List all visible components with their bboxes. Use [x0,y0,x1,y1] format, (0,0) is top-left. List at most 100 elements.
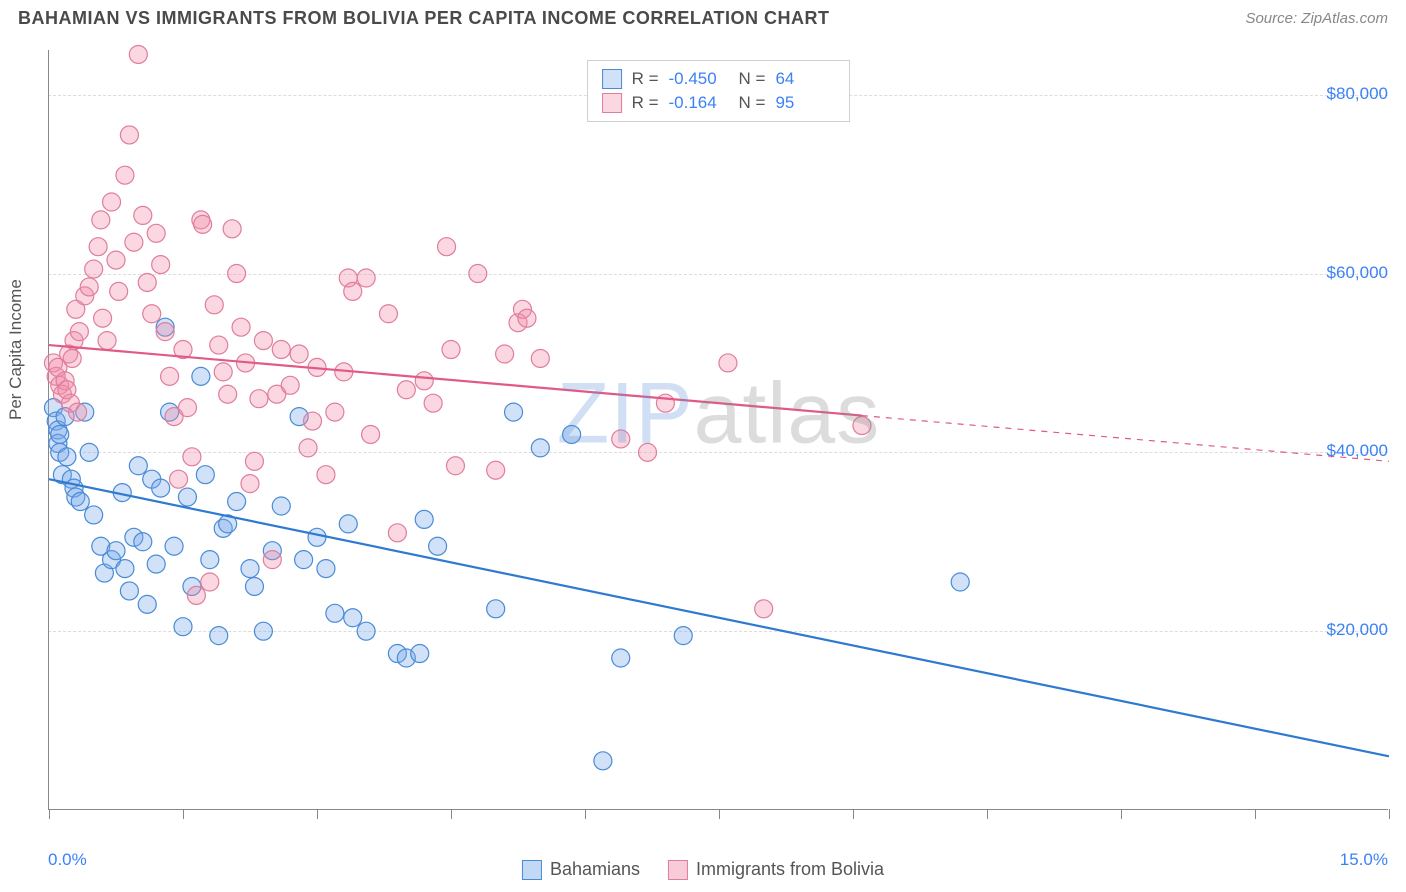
data-point [281,376,299,394]
x-tick [49,809,50,819]
chart-title: BAHAMIAN VS IMMIGRANTS FROM BOLIVIA PER … [18,8,829,29]
data-point [152,256,170,274]
data-point [228,493,246,511]
legend-swatch [522,860,542,880]
scatter-svg [49,50,1388,809]
r-label: R = [632,93,659,113]
x-tick [317,809,318,819]
data-point [210,336,228,354]
data-point [254,622,272,640]
data-point [63,349,81,367]
data-point [344,609,362,627]
x-tick [451,809,452,819]
data-point [304,412,322,430]
x-tick [853,809,854,819]
legend-label: Immigrants from Bolivia [696,859,884,880]
data-point [429,537,447,555]
data-point [357,269,375,287]
data-point [339,515,357,533]
data-point [210,627,228,645]
data-point [71,493,89,511]
data-point [201,551,219,569]
x-axis-max-label: 15.0% [1340,850,1388,870]
data-point [232,318,250,336]
data-point [138,273,156,291]
data-point [438,238,456,256]
data-point [272,341,290,359]
data-point [174,618,192,636]
data-point [103,193,121,211]
legend-swatch [602,93,622,113]
y-axis-label: Per Capita Income [6,279,26,420]
n-label: N = [739,93,766,113]
data-point [424,394,442,412]
data-point [612,430,630,448]
data-point [143,305,161,323]
data-point [85,506,103,524]
data-point [80,278,98,296]
data-point [205,296,223,314]
series-legend: Bahamians Immigrants from Bolivia [522,859,884,880]
data-point [379,305,397,323]
data-point [107,542,125,560]
legend-item: Immigrants from Bolivia [668,859,884,880]
data-point [317,560,335,578]
data-point [228,265,246,283]
data-point [594,752,612,770]
data-point [183,448,201,466]
data-point [415,372,433,390]
source-label: Source: ZipAtlas.com [1245,10,1388,27]
x-axis-min-label: 0.0% [48,850,87,870]
data-point [223,220,241,238]
n-label: N = [739,69,766,89]
n-value: 64 [775,69,835,89]
n-value: 95 [775,93,835,113]
data-point [317,466,335,484]
data-point [245,452,263,470]
data-point [531,349,549,367]
data-point [442,341,460,359]
data-point [487,461,505,479]
legend-swatch [668,860,688,880]
data-point [496,345,514,363]
data-point [397,381,415,399]
r-value: -0.164 [669,93,729,113]
data-point [201,573,219,591]
data-point [51,425,69,443]
data-point [357,622,375,640]
data-point [531,439,549,457]
x-tick [1389,809,1390,819]
data-point [178,399,196,417]
data-point [299,439,317,457]
legend-item: Bahamians [522,859,640,880]
data-point [94,309,112,327]
data-point [326,403,344,421]
data-point [161,367,179,385]
data-point [951,573,969,591]
data-point [214,363,232,381]
legend-label: Bahamians [550,859,640,880]
data-point [196,466,214,484]
trend-line-extrapolated [862,416,1389,462]
data-point [120,582,138,600]
data-point [755,600,773,618]
data-point [152,479,170,497]
data-point [344,282,362,300]
data-point [85,260,103,278]
data-point [388,524,406,542]
x-tick [585,809,586,819]
data-point [129,45,147,63]
data-point [487,600,505,618]
data-point [194,215,212,233]
data-point [241,560,259,578]
data-point [58,448,76,466]
data-point [254,332,272,350]
data-point [98,332,116,350]
data-point [134,206,152,224]
data-point [415,510,433,528]
data-point [156,323,174,341]
data-point [120,126,138,144]
x-tick [183,809,184,819]
correlation-legend-row: R = -0.164 N = 95 [602,91,836,115]
data-point [411,645,429,663]
